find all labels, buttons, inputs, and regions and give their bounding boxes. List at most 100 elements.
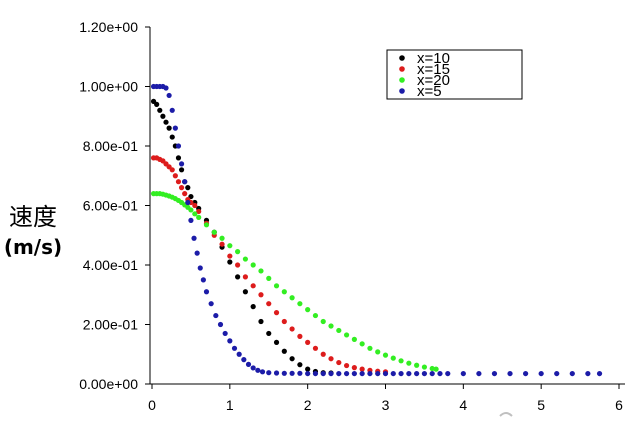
data-point xyxy=(192,202,198,209)
data-point xyxy=(328,323,334,329)
data-point xyxy=(203,222,210,228)
data-point xyxy=(236,351,242,357)
data-point xyxy=(343,362,350,369)
data-point xyxy=(351,365,357,371)
data-point xyxy=(250,283,256,289)
data-point xyxy=(421,370,428,377)
data-point xyxy=(213,312,219,319)
data-point xyxy=(281,289,287,295)
data-point xyxy=(406,370,412,377)
data-point xyxy=(305,370,311,377)
data-point xyxy=(460,370,466,377)
data-point xyxy=(312,345,319,351)
data-point xyxy=(359,370,365,377)
data-point xyxy=(297,301,303,307)
data-point xyxy=(414,362,420,368)
data-point xyxy=(185,185,191,191)
data-point xyxy=(227,338,233,344)
data-point xyxy=(421,364,428,370)
data-point xyxy=(305,339,311,345)
data-point xyxy=(235,249,241,255)
data-point xyxy=(196,214,202,220)
data-point xyxy=(312,370,319,377)
data-point xyxy=(281,370,287,376)
data-point xyxy=(398,358,404,364)
data-point xyxy=(569,370,575,377)
data-point xyxy=(328,370,334,377)
data-point xyxy=(182,191,188,197)
data-point xyxy=(305,366,311,372)
data-point xyxy=(437,370,443,377)
data-point xyxy=(359,366,365,372)
data-point xyxy=(192,211,198,217)
data-point xyxy=(178,185,185,191)
data-point xyxy=(281,318,287,325)
data-point xyxy=(196,208,202,215)
legend-marker xyxy=(399,66,405,72)
data-point xyxy=(175,179,182,185)
data-point xyxy=(169,107,175,113)
data-point xyxy=(507,370,513,377)
data-point xyxy=(211,229,217,235)
data-point xyxy=(175,143,182,149)
data-point xyxy=(172,125,178,131)
data-point xyxy=(266,370,272,376)
y-tick-label: 2.00e-01 xyxy=(83,317,138,333)
data-point xyxy=(523,370,529,377)
data-point xyxy=(250,304,256,310)
legend-label: x=15 xyxy=(417,61,450,78)
legend-box xyxy=(386,49,523,100)
y-tick-label: 1.00e+00 xyxy=(79,79,138,95)
data-point xyxy=(194,250,200,256)
data-point xyxy=(166,92,172,99)
data-point xyxy=(188,207,194,213)
data-point xyxy=(429,365,435,372)
data-point xyxy=(219,235,225,241)
data-point xyxy=(182,179,188,185)
data-point xyxy=(273,283,280,289)
data-point xyxy=(273,339,280,345)
data-point xyxy=(320,318,326,325)
data-point xyxy=(382,352,389,358)
data-point xyxy=(241,357,247,363)
data-point xyxy=(227,259,233,265)
legend-label: x=10 xyxy=(417,50,450,67)
data-point xyxy=(305,307,311,313)
data-point xyxy=(178,167,185,173)
data-point xyxy=(266,330,272,337)
data-point xyxy=(429,370,435,377)
data-point xyxy=(227,243,233,249)
x-tick-label: 4 xyxy=(459,397,467,413)
series-x-15 xyxy=(150,155,389,375)
x-ticks: 0 1 2 3 4 5 6 xyxy=(148,384,623,413)
x-tick-label: 5 xyxy=(537,397,545,413)
data-point xyxy=(172,173,178,179)
data-point xyxy=(178,161,185,167)
y-axis-title-line2: (m/s) xyxy=(4,235,62,259)
legend-marker xyxy=(399,77,405,83)
data-point xyxy=(445,370,451,377)
data-point xyxy=(258,318,264,325)
data-point xyxy=(258,268,264,274)
data-point xyxy=(312,312,319,319)
data-point xyxy=(289,326,295,332)
y-ticks: 0.00e+00 2.00e-01 4.00e-01 6.00e-01 8.00e-01… xyxy=(79,19,150,392)
data-point xyxy=(188,217,194,223)
data-point xyxy=(390,355,396,361)
y-tick-label: 4.00e-01 xyxy=(83,257,138,273)
data-point xyxy=(297,333,303,339)
data-point xyxy=(160,113,166,119)
data-point xyxy=(197,265,203,271)
data-point xyxy=(242,274,248,280)
data-point xyxy=(166,125,172,131)
data-point xyxy=(336,359,342,366)
data-point xyxy=(375,349,381,355)
data-point xyxy=(185,199,191,206)
y-tick-label: 6.00e-01 xyxy=(83,198,138,214)
data-point xyxy=(154,101,160,107)
series-x-5 xyxy=(150,83,603,377)
watermark-icon xyxy=(499,412,513,417)
data-point xyxy=(250,262,256,268)
legend-marker xyxy=(399,88,405,94)
